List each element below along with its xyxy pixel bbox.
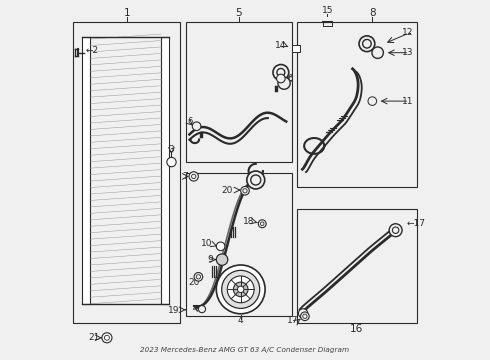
Circle shape <box>216 242 225 251</box>
Circle shape <box>192 122 201 131</box>
Bar <box>297 209 417 323</box>
Text: 11: 11 <box>402 96 414 105</box>
Text: 7: 7 <box>182 172 188 181</box>
Circle shape <box>198 306 205 313</box>
Text: 3: 3 <box>169 145 174 154</box>
Circle shape <box>372 47 383 58</box>
Text: 4: 4 <box>238 316 244 325</box>
Circle shape <box>102 333 112 343</box>
Circle shape <box>277 68 285 76</box>
Bar <box>82 37 90 304</box>
Circle shape <box>258 220 266 228</box>
Circle shape <box>278 77 290 89</box>
Text: 15: 15 <box>322 6 333 15</box>
Text: 18: 18 <box>243 217 255 226</box>
Text: 5: 5 <box>236 8 242 18</box>
Text: 14: 14 <box>275 41 286 50</box>
Text: 6: 6 <box>287 74 293 83</box>
Circle shape <box>216 254 228 265</box>
Circle shape <box>298 309 308 318</box>
Circle shape <box>194 273 203 281</box>
Circle shape <box>392 227 399 233</box>
Circle shape <box>251 175 261 185</box>
Text: 21: 21 <box>88 333 100 342</box>
Circle shape <box>189 172 198 181</box>
Circle shape <box>300 312 309 320</box>
Circle shape <box>303 314 307 319</box>
Bar <box>186 173 292 316</box>
Circle shape <box>221 270 260 309</box>
Text: 19: 19 <box>168 306 180 315</box>
Circle shape <box>389 224 402 237</box>
Circle shape <box>276 74 285 83</box>
Text: 10: 10 <box>201 239 213 248</box>
Text: 1: 1 <box>123 8 130 18</box>
Text: 6: 6 <box>188 117 193 126</box>
Bar <box>292 45 299 51</box>
Text: ←2: ←2 <box>85 46 98 55</box>
Circle shape <box>104 335 109 340</box>
Circle shape <box>216 265 265 314</box>
Circle shape <box>273 64 289 80</box>
Text: 20: 20 <box>221 185 232 194</box>
Circle shape <box>192 174 196 179</box>
Text: 13: 13 <box>402 48 414 57</box>
Circle shape <box>167 157 176 167</box>
Text: 16: 16 <box>350 324 364 334</box>
Bar <box>73 22 180 323</box>
Bar <box>186 22 292 162</box>
Circle shape <box>363 40 371 48</box>
Circle shape <box>243 189 247 193</box>
Circle shape <box>247 171 265 189</box>
Circle shape <box>260 222 264 226</box>
Circle shape <box>233 282 248 297</box>
Text: 8: 8 <box>369 8 376 18</box>
Text: 2023 Mercedes-Benz AMG GT 63 A/C Condenser Diagram: 2023 Mercedes-Benz AMG GT 63 A/C Condens… <box>141 347 349 354</box>
Text: 9: 9 <box>207 255 213 264</box>
Circle shape <box>227 276 254 303</box>
Text: 12: 12 <box>402 28 414 37</box>
Bar <box>161 37 170 304</box>
Circle shape <box>196 275 200 279</box>
Bar <box>297 22 417 187</box>
Circle shape <box>359 36 375 51</box>
Circle shape <box>238 286 244 293</box>
Circle shape <box>368 97 377 105</box>
Text: 17: 17 <box>287 316 299 325</box>
Text: 20: 20 <box>188 278 200 287</box>
Circle shape <box>241 186 249 195</box>
Text: ←17: ←17 <box>407 219 426 228</box>
